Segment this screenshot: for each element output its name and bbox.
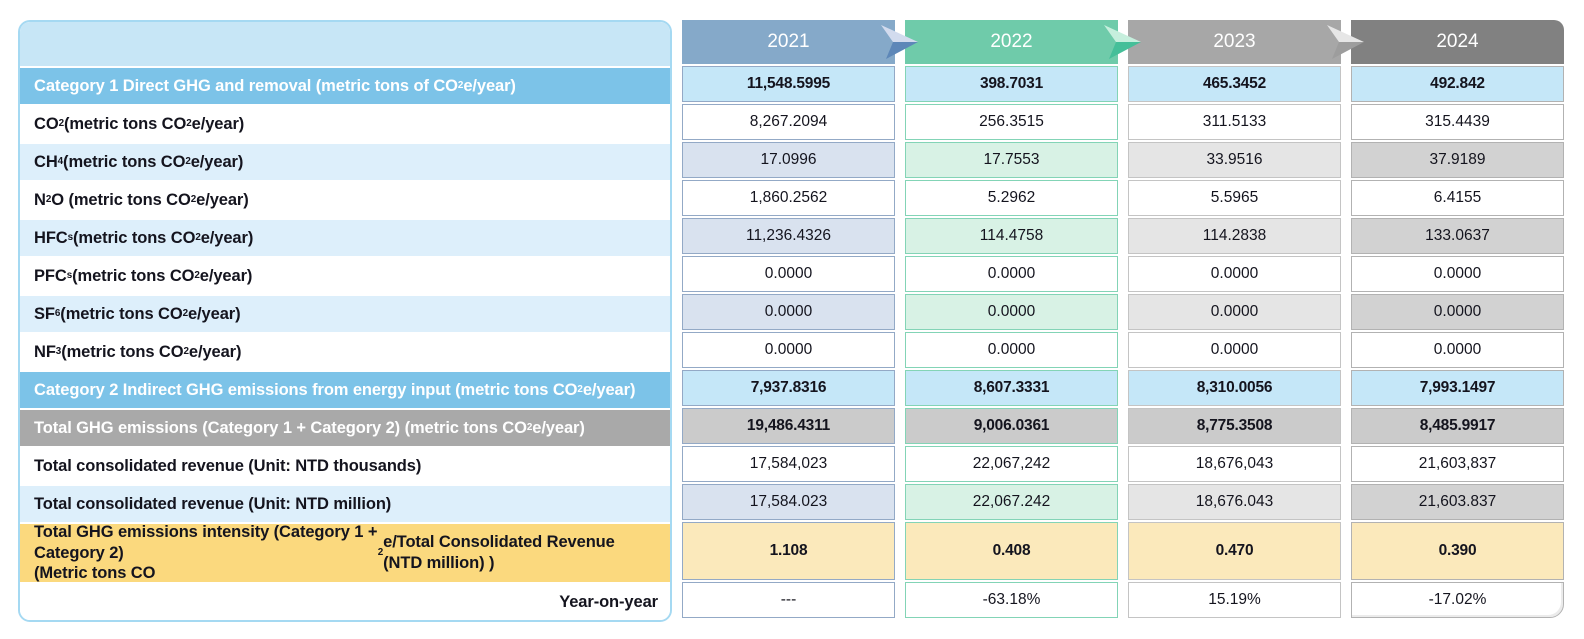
cell-category2-2021: 7,937.8316 xyxy=(682,370,895,406)
cell-nf3-2021: 0.0000 xyxy=(682,332,895,368)
year-column-2022: 2022 398.7031 256.3515 17.7553 5.2962 114.475… xyxy=(905,20,1141,618)
cell-hfcs-2023: 114.2838 xyxy=(1128,218,1341,254)
row-label-ch4: CH 4 (metric tons CO 2 e/year) xyxy=(20,144,670,180)
row-label-sf6: SF 6 (metric tons CO 2 e/year) xyxy=(20,296,670,332)
cell-revenue-thousands-2021: 17,584,023 xyxy=(682,446,895,482)
year-columns: 2021 11,548.5995 8,267.2094 17.0996 1,860.25… xyxy=(682,20,1564,618)
cell-category1-2023: 465.3452 xyxy=(1128,66,1341,102)
year-label: 2021 xyxy=(767,31,810,52)
cell-intensity-2023: 0.470 xyxy=(1128,522,1341,580)
row-label-total-ghg: Total GHG emissions (Category 1 + Catego… xyxy=(20,410,670,446)
row-label-revenue-thousands: Total consolidated revenue (Unit: NTD th… xyxy=(20,448,670,484)
year-header-2021: 2021 xyxy=(682,20,918,64)
year-header-2022: 2022 xyxy=(905,20,1141,64)
row-label-nf3: NF 3 (metric tons CO 2 e/year) xyxy=(20,334,670,370)
cell-pfcs-2023: 0.0000 xyxy=(1128,256,1341,292)
row-label-category1: Category 1 Direct GHG and removal (metri… xyxy=(20,68,670,104)
cell-sf6-2022: 0.0000 xyxy=(905,294,1118,330)
cell-pfcs-2021: 0.0000 xyxy=(682,256,895,292)
cell-intensity-2021: 1.108 xyxy=(682,522,895,580)
cell-n2o-2021: 1,860.2562 xyxy=(682,180,895,216)
cell-pfcs-2024: 0.0000 xyxy=(1351,256,1564,292)
cell-category2-2022: 8,607.3331 xyxy=(905,370,1118,406)
cell-ch4-2023: 33.9516 xyxy=(1128,142,1341,178)
cell-total-ghg-2024: 8,485.9917 xyxy=(1351,408,1564,444)
cell-sf6-2024: 0.0000 xyxy=(1351,294,1564,330)
cell-category1-2022: 398.7031 xyxy=(905,66,1118,102)
cell-nf3-2023: 0.0000 xyxy=(1128,332,1341,368)
cell-total-ghg-2022: 9,006.0361 xyxy=(905,408,1118,444)
row-label-pfcs: PFC s (metric tons CO 2 e/year) xyxy=(20,258,670,294)
cell-revenue-million-2021: 17,584.023 xyxy=(682,484,895,520)
cell-revenue-million-2022: 22,067.242 xyxy=(905,484,1118,520)
year-header-2024: 2024 xyxy=(1351,20,1564,64)
cell-intensity-2024: 0.390 xyxy=(1351,522,1564,580)
cell-revenue-thousands-2022: 22,067,242 xyxy=(905,446,1118,482)
row-label-category2: Category 2 Indirect GHG emissions from e… xyxy=(20,372,670,408)
cell-ch4-2024: 37.9189 xyxy=(1351,142,1564,178)
cell-hfcs-2021: 11,236.4326 xyxy=(682,218,895,254)
cell-total-ghg-2023: 8,775.3508 xyxy=(1128,408,1341,444)
cell-revenue-million-2024: 21,603.837 xyxy=(1351,484,1564,520)
year-column-2024: 2024 492.842 315.4439 37.9189 6.4155 133.0637… xyxy=(1351,20,1564,618)
cell-co2-2022: 256.3515 xyxy=(905,104,1118,140)
cell-sf6-2021: 0.0000 xyxy=(682,294,895,330)
cell-category2-2023: 8,310.0056 xyxy=(1128,370,1341,406)
cell-year-on-year-2021: --- xyxy=(682,582,895,618)
cell-year-on-year-2023: 15.19% xyxy=(1128,582,1341,618)
cell-sf6-2023: 0.0000 xyxy=(1128,294,1341,330)
cell-n2o-2024: 6.4155 xyxy=(1351,180,1564,216)
cell-intensity-2022: 0.408 xyxy=(905,522,1118,580)
row-label-hfcs: HFC s (metric tons CO 2 e/year) xyxy=(20,220,670,256)
label-panel-header-spacer xyxy=(20,22,670,66)
cell-nf3-2024: 0.0000 xyxy=(1351,332,1564,368)
cell-category1-2021: 11,548.5995 xyxy=(682,66,895,102)
row-label-co2: CO 2 (metric tons CO 2 e/year) xyxy=(20,106,670,142)
cell-co2-2021: 8,267.2094 xyxy=(682,104,895,140)
cell-hfcs-2024: 133.0637 xyxy=(1351,218,1564,254)
cell-n2o-2022: 5.2962 xyxy=(905,180,1118,216)
cell-revenue-thousands-2023: 18,676,043 xyxy=(1128,446,1341,482)
cell-co2-2024: 315.4439 xyxy=(1351,104,1564,140)
cell-category2-2024: 7,993.1497 xyxy=(1351,370,1564,406)
cell-year-on-year-2024: -17.02% xyxy=(1351,582,1564,618)
year-label: 2023 xyxy=(1213,31,1256,52)
year-column-2021: 2021 11,548.5995 8,267.2094 17.0996 1,860.25… xyxy=(682,20,918,618)
cell-co2-2023: 311.5133 xyxy=(1128,104,1341,140)
year-label: 2024 xyxy=(1436,31,1479,52)
cell-ch4-2022: 17.7553 xyxy=(905,142,1118,178)
cell-revenue-million-2023: 18,676.043 xyxy=(1128,484,1341,520)
cell-revenue-thousands-2024: 21,603,837 xyxy=(1351,446,1564,482)
year-label: 2022 xyxy=(990,31,1033,52)
row-label-intensity: Total GHG emissions intensity (Category … xyxy=(20,523,670,582)
cell-category1-2024: 492.842 xyxy=(1351,66,1564,102)
cell-ch4-2021: 17.0996 xyxy=(682,142,895,178)
cell-n2o-2023: 5.5965 xyxy=(1128,180,1341,216)
cell-nf3-2022: 0.0000 xyxy=(905,332,1118,368)
cell-total-ghg-2021: 19,486.4311 xyxy=(682,408,895,444)
row-label-panel: Category 1 Direct GHG and removal (metri… xyxy=(18,20,672,622)
cell-hfcs-2022: 114.4758 xyxy=(905,218,1118,254)
year-header-2023: 2023 xyxy=(1128,20,1364,64)
cell-year-on-year-2022: -63.18% xyxy=(905,582,1118,618)
row-label-year-on-year: Year-on-year xyxy=(20,584,670,620)
cell-pfcs-2022: 0.0000 xyxy=(905,256,1118,292)
ghg-emissions-table: Category 1 Direct GHG and removal (metri… xyxy=(18,20,1564,622)
row-label-revenue-million: Total consolidated revenue (Unit: NTD mi… xyxy=(20,486,670,522)
year-column-2023: 2023 465.3452 311.5133 33.9516 5.5965 114.283… xyxy=(1128,20,1364,618)
